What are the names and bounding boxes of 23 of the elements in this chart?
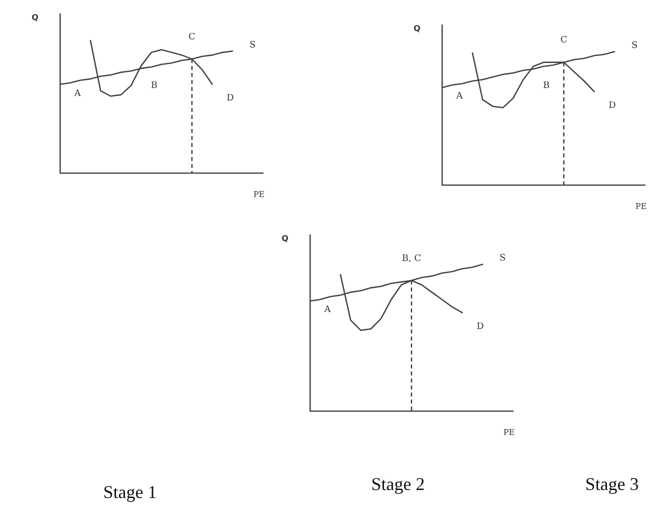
annotation: A bbox=[323, 305, 332, 316]
annotation: A bbox=[73, 88, 82, 99]
y-axis-title: Q bbox=[32, 13, 39, 22]
text: C bbox=[560, 36, 568, 46]
x-axis-title: PE bbox=[635, 202, 647, 212]
y-axis-title: Q bbox=[414, 24, 421, 34]
y-axis-title: Q bbox=[282, 234, 289, 244]
annotation: D bbox=[608, 101, 616, 112]
text: B, C bbox=[402, 254, 422, 264]
x-axis-title: PE bbox=[253, 190, 265, 200]
text: S bbox=[631, 41, 638, 52]
annotation: D bbox=[476, 322, 484, 332]
text: S bbox=[499, 254, 506, 264]
annotation: A bbox=[455, 92, 464, 102]
annotation: S bbox=[249, 40, 256, 50]
annotation: D bbox=[226, 94, 234, 104]
text: Stage 3 bbox=[585, 474, 639, 495]
text: Stage 2 bbox=[371, 474, 425, 495]
x-axis-title: PE bbox=[503, 428, 515, 438]
annotation: B bbox=[150, 80, 158, 91]
text: Stage 1 bbox=[103, 482, 157, 503]
annotation: C bbox=[188, 32, 196, 42]
annotation: B bbox=[542, 81, 550, 92]
